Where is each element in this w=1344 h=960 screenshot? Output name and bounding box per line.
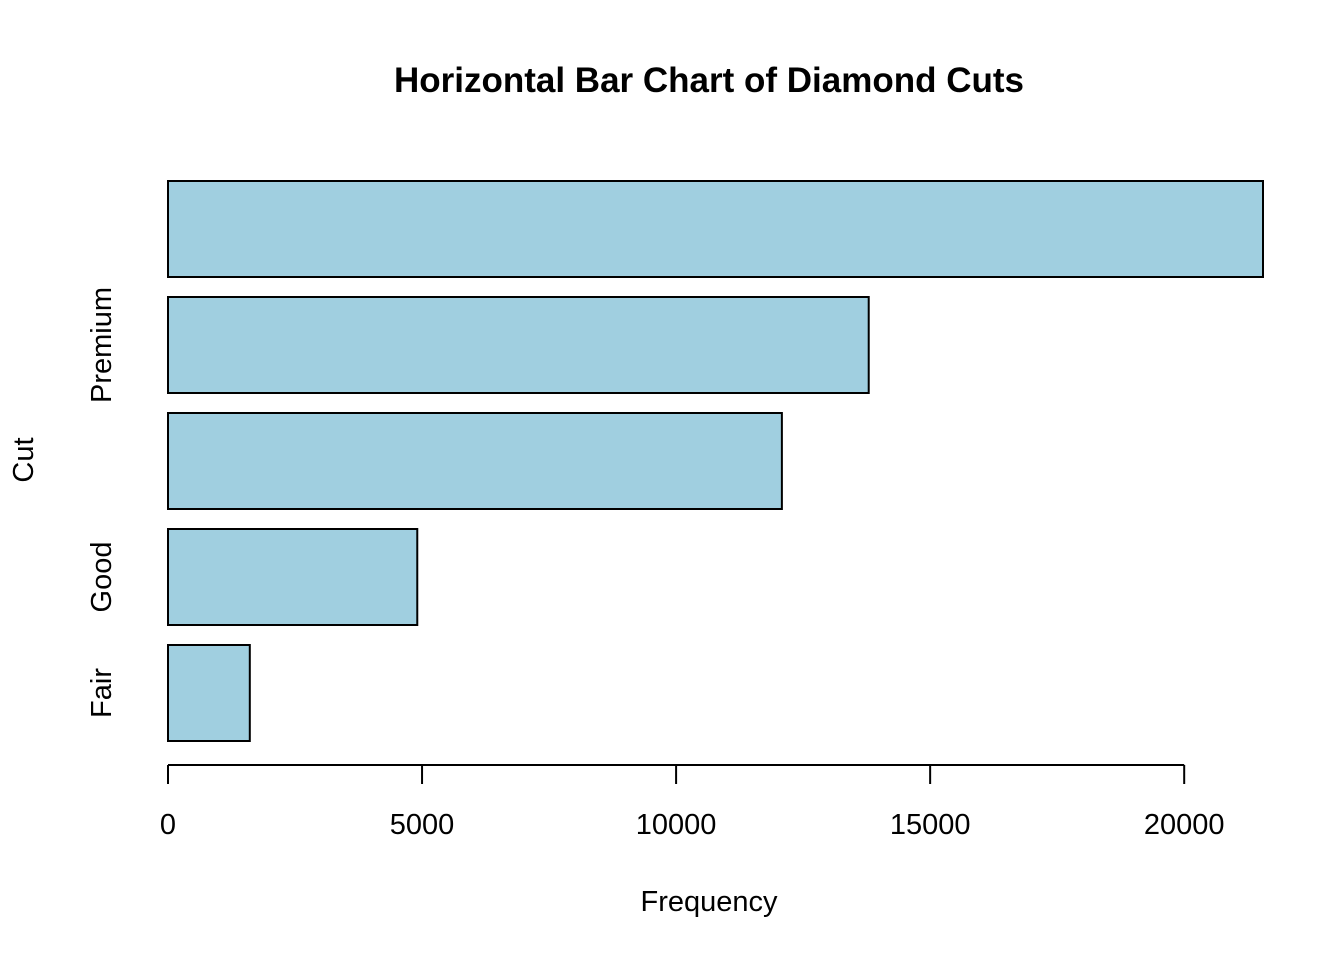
x-axis-label: Frequency bbox=[640, 886, 778, 918]
y-tick-label-premium: Premium bbox=[86, 287, 118, 403]
bars-layer bbox=[167, 180, 1264, 742]
x-tick-label: 10000 bbox=[636, 809, 717, 841]
bar-premium bbox=[167, 296, 870, 394]
y-tick-label-fair: Fair bbox=[86, 668, 118, 718]
x-tick-label: 5000 bbox=[390, 809, 455, 841]
x-axis: 0 5000 10000 15000 20000 bbox=[160, 764, 1225, 841]
x-tick-label: 15000 bbox=[890, 809, 971, 841]
bar-unlabeled-4 bbox=[167, 180, 1264, 278]
bar-unlabeled-2 bbox=[167, 412, 783, 510]
y-axis-label: Cut bbox=[8, 437, 40, 482]
chart-title: Horizontal Bar Chart of Diamond Cuts bbox=[394, 61, 1024, 100]
bar-good bbox=[167, 528, 419, 626]
y-tick-labels: Fair Good Premium bbox=[86, 287, 118, 718]
x-tick-label: 20000 bbox=[1144, 809, 1225, 841]
bar-fair bbox=[167, 644, 251, 742]
x-tick-label: 0 bbox=[160, 809, 176, 841]
y-tick-label-good: Good bbox=[86, 542, 118, 613]
